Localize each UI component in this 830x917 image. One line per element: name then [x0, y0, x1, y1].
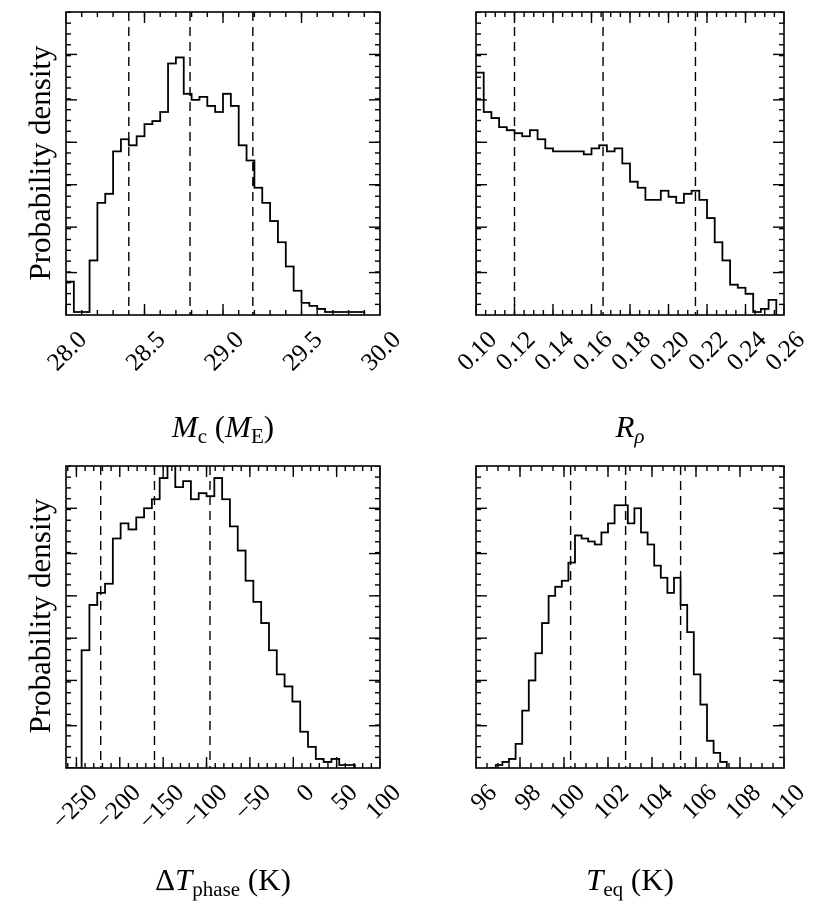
xtick-label: 29.0 [199, 326, 249, 376]
xlabel-symbol: T [586, 862, 606, 897]
xtick-label: 0.22 [683, 326, 733, 376]
xtick-label: 0.16 [568, 326, 618, 376]
axes-frame [65, 11, 381, 316]
xtick-label: 100 [361, 779, 407, 825]
delta-symbol: Δ [155, 862, 175, 897]
baseline-reset: (K) [240, 862, 291, 897]
xtick-label: −250 [47, 779, 103, 835]
xtick-label: 104 [633, 779, 679, 825]
xtick-label: 0.26 [760, 326, 810, 376]
xtick-label: −100 [177, 779, 233, 835]
xtick-label: 28.5 [121, 326, 171, 376]
baseline-reset: ) [264, 409, 274, 444]
xtick-label: 100 [545, 779, 591, 825]
xtick-label: 106 [677, 779, 723, 825]
axes-frame [475, 465, 785, 769]
xtick-label: 110 [765, 779, 810, 824]
histogram-top-right [476, 71, 778, 315]
xtick-label: 0.14 [529, 326, 579, 376]
ylabel-top: Probability density [22, 45, 57, 281]
histogram-bottom-right [489, 504, 728, 768]
panel-top-left: 28.0 28.5 29.0 29.5 30.0Mc (ME) [42, 11, 406, 448]
panel-top-right: 0.100.120.140.160.180.200.220.240.26 Rρ [452, 11, 810, 448]
xtick-label: 96 [465, 779, 502, 816]
xlabel-symbol: M [171, 409, 200, 444]
xtick-label: 108 [721, 779, 767, 825]
histogram-bottom-left [66, 466, 356, 768]
xtick-label: 98 [509, 779, 546, 816]
xlabel-subscript: eq [603, 877, 623, 901]
axes-frame [65, 465, 381, 769]
xtick-label: 0.20 [645, 326, 695, 376]
xtick-label: 0.10 [452, 326, 502, 376]
xlabel-bottom-right: Teq (K) [586, 862, 674, 901]
xtick-label: 0.24 [722, 326, 772, 376]
xlabel-subscript: ρ [633, 424, 644, 448]
xlabel-subscript: phase [192, 877, 240, 901]
xlabel-unit-subscript: E [251, 424, 264, 448]
xlabel-symbol: R [614, 409, 634, 444]
xlabel-top-left: Mc (ME) [171, 409, 274, 448]
xtick-label: −150 [134, 779, 190, 835]
xtick-label: −200 [90, 779, 146, 835]
xtick-label: 28.0 [42, 326, 92, 376]
baseline-reset: ( [207, 409, 225, 444]
ylabel-bottom: Probability density [22, 498, 57, 734]
histogram-top-left [66, 56, 366, 315]
xlabel-subscript: c [198, 424, 207, 448]
xlabel-bottom-left: ΔTphase (K) [155, 862, 291, 901]
xtick-label: 50 [326, 779, 363, 816]
baseline-reset: (K) [623, 862, 674, 897]
xlabel-symbol: T [175, 862, 195, 897]
xtick-label: 0 [291, 779, 319, 807]
xtick-label: 102 [589, 779, 635, 825]
xtick-label: −50 [229, 779, 276, 826]
xlabel-top-right: Rρ [614, 409, 644, 448]
axes-frame [475, 11, 785, 316]
xlabel-unit: M [224, 409, 253, 444]
xtick-label: 0.18 [606, 326, 656, 376]
xtick-label: 30.0 [356, 326, 406, 376]
xtick-label: 29.5 [278, 326, 328, 376]
xtick-label: 0.12 [491, 326, 541, 376]
